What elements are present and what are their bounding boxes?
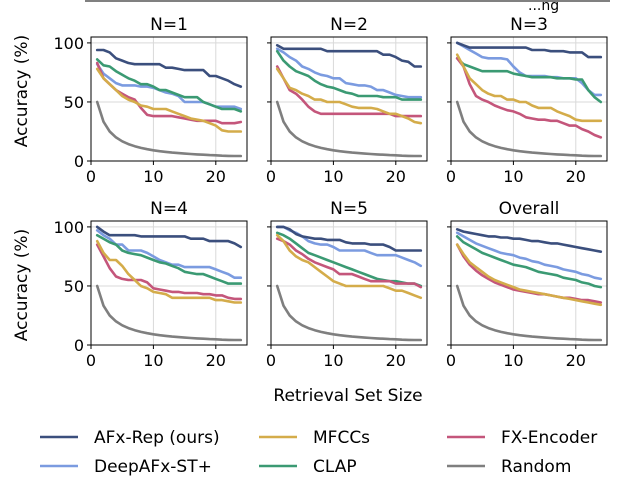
y-tick-label: 100 <box>53 34 84 53</box>
series-line-fx-encoder <box>95 243 243 301</box>
x-tick-label: 20 <box>566 167 586 186</box>
series-line-afx-rep-ours <box>95 48 243 88</box>
panel-title: N=5 <box>330 199 368 219</box>
series-line-afx-rep-ours <box>275 225 423 252</box>
series-line-clap <box>95 58 243 113</box>
legend-label: MFCCs <box>313 428 370 448</box>
axes-frame <box>90 220 248 346</box>
panel-3: 0 10 20 N=3 <box>446 15 608 186</box>
x-tick-label: 10 <box>503 167 523 186</box>
series-line-random <box>455 100 603 158</box>
panel-5: 0 10 20 N=5 <box>266 199 428 370</box>
x-axis-label: Retrieval Set Size <box>273 386 422 406</box>
legend-label: FX-Encoder <box>501 428 597 448</box>
plot-area <box>451 37 607 161</box>
series-line-random <box>95 284 243 342</box>
y-tick-label: 0 <box>74 336 84 355</box>
y-tick-label: 0 <box>74 152 84 171</box>
series-line-afx-rep-ours <box>455 41 603 59</box>
x-tick-label: 10 <box>503 351 523 370</box>
series-line-clap <box>455 235 603 289</box>
series-line-afx-rep-ours <box>95 225 243 249</box>
series-line-fx-encoder <box>95 61 243 125</box>
series-line-afx-rep-ours <box>455 228 603 253</box>
panel-1: 0 10 20 0 50 100 N=1 <box>53 15 248 186</box>
x-tick-label: 10 <box>323 351 343 370</box>
legend-entry-clap: CLAP <box>259 457 357 477</box>
series-line-random <box>275 284 423 342</box>
legend-label: AFx-Rep (ours) <box>94 428 220 448</box>
x-tick-label: 0 <box>446 351 456 370</box>
legend-label: DeepAFx-ST+ <box>94 457 212 477</box>
x-tick-label: 20 <box>206 167 226 186</box>
series-line-mfccs <box>455 243 603 307</box>
panel-6: 0 10 20 Overall <box>446 199 608 370</box>
legend-label: Random <box>501 457 571 477</box>
series-line-clap <box>95 233 243 285</box>
x-tick-label: 20 <box>566 351 586 370</box>
series-line-random <box>95 100 243 158</box>
y-tick-label: 50 <box>64 93 84 112</box>
series-line-deepafx-st <box>275 47 423 99</box>
panel-title: Overall <box>499 199 560 219</box>
series-line-random <box>275 100 423 158</box>
series-line-fx-encoder <box>275 237 423 289</box>
axes-frame <box>450 36 608 162</box>
y-tick-label: 50 <box>64 277 84 296</box>
x-tick-label: 20 <box>386 167 406 186</box>
x-tick-label: 0 <box>86 167 96 186</box>
legend-entry-fx-encoder: FX-Encoder <box>447 428 597 448</box>
series-line-random <box>455 284 603 342</box>
axes-frame <box>270 220 428 346</box>
x-tick-label: 10 <box>143 167 163 186</box>
series-line-mfccs <box>275 233 423 300</box>
axes-frame <box>270 36 428 162</box>
panel-title: N=2 <box>330 15 368 35</box>
panel-title: N=1 <box>150 15 188 35</box>
series-line-clap <box>455 56 603 104</box>
x-tick-label: 20 <box>206 351 226 370</box>
x-tick-label: 10 <box>143 351 163 370</box>
y-axis-label-bottom: Accuracy (%) <box>12 229 32 341</box>
series-line-mfccs <box>455 53 603 123</box>
x-tick-label: 0 <box>266 351 276 370</box>
y-tick-label: 100 <box>53 218 84 237</box>
header-fragment: ...ng <box>528 0 559 14</box>
panel-title: N=4 <box>150 199 188 219</box>
series-line-mfccs <box>95 67 243 133</box>
series-line-deepafx-st <box>455 231 603 281</box>
axes-frame <box>450 220 608 346</box>
panel-title: N=3 <box>510 15 548 35</box>
legend-entry-afx-rep-ours: AFx-Rep (ours) <box>40 428 220 448</box>
series-line-clap <box>275 231 423 288</box>
legend-label: CLAP <box>313 457 357 477</box>
series-line-clap <box>275 49 423 101</box>
legend: AFx-Rep (ours) MFCCs FX-Encoder DeepAFx-ST+… <box>40 428 597 477</box>
panel-4: 0 10 20 0 50 100 N=4 <box>53 199 248 370</box>
legend-entry-deepafx-st: DeepAFx-ST+ <box>40 457 212 477</box>
series-line-afx-rep-ours <box>275 43 423 68</box>
x-tick-label: 10 <box>323 167 343 186</box>
y-axis-label-top: Accuracy (%) <box>12 35 32 147</box>
legend-entry-random: Random <box>447 457 571 477</box>
series-line-mfccs <box>95 239 243 304</box>
legend-entry-mfccs: MFCCs <box>259 428 370 448</box>
x-tick-label: 20 <box>386 351 406 370</box>
x-tick-label: 0 <box>446 167 456 186</box>
series-line-mfccs <box>275 67 423 125</box>
axes-frame <box>90 36 248 162</box>
series-line-fx-encoder <box>455 56 603 139</box>
x-tick-label: 0 <box>266 167 276 186</box>
panel-2: 0 10 20 N=2 <box>266 15 428 186</box>
x-tick-label: 0 <box>86 351 96 370</box>
series-line-fx-encoder <box>275 65 423 118</box>
